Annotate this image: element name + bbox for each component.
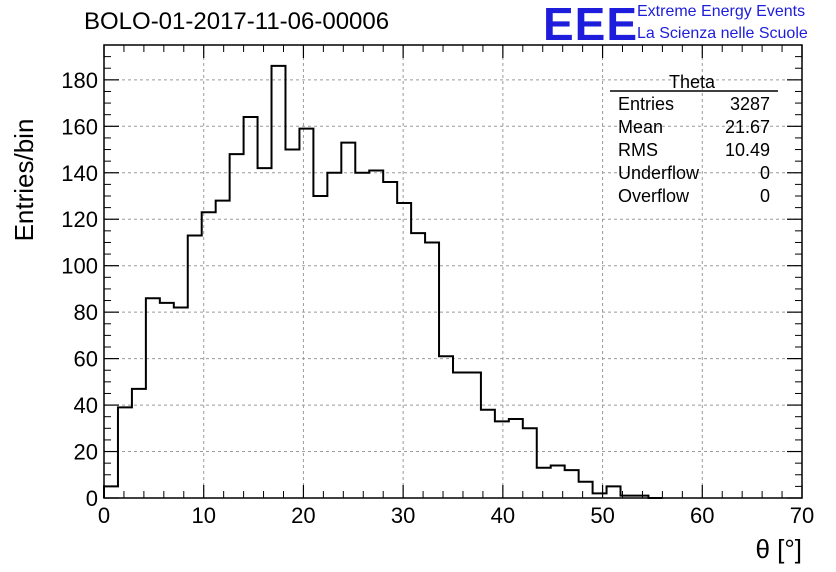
x-tick-label: 50 xyxy=(590,503,614,528)
y-tick-label: 140 xyxy=(61,161,98,186)
stats-row-value: 21.67 xyxy=(725,117,770,137)
stats-row-label: Overflow xyxy=(618,186,690,206)
x-tick-label: 10 xyxy=(191,503,215,528)
x-tick-label: 20 xyxy=(291,503,315,528)
y-tick-label: 40 xyxy=(74,393,98,418)
chart-title: BOLO-01-2017-11-06-00006 xyxy=(84,8,390,35)
y-tick-label: 80 xyxy=(74,300,98,325)
stats-row-label: Underflow xyxy=(618,163,700,183)
y-tick-label: 60 xyxy=(74,347,98,372)
y-axis-label: Entries/bin xyxy=(9,119,39,242)
stats-row-label: Entries xyxy=(618,94,674,114)
logo-line-2: La Scienza nelle Scuole xyxy=(637,25,808,42)
y-tick-label: 160 xyxy=(61,114,98,139)
eee-logo: EEE xyxy=(543,0,639,50)
y-tick-label: 100 xyxy=(61,254,98,279)
x-tick-label: 40 xyxy=(491,503,515,528)
x-tick-label: 60 xyxy=(690,503,714,528)
plot-frame xyxy=(103,44,803,499)
logo-line-1: Extreme Energy Events xyxy=(637,3,806,20)
x-axis-label: θ [°] xyxy=(755,534,802,564)
stats-box: Theta Entries 3287 Mean 21.67 RMS 10.49 Underf… xyxy=(610,72,778,206)
stats-row-value: 0 xyxy=(760,163,770,183)
y-tick-label: 180 xyxy=(61,68,98,93)
stats-row-label: RMS xyxy=(618,140,658,160)
grid-lines xyxy=(104,45,802,498)
tick-labels: 0 10 20 30 40 50 60 70 0 20 40 60 80 100 120 140 160 180 xyxy=(61,68,814,528)
x-tick-label: 30 xyxy=(391,503,415,528)
histogram-series xyxy=(103,64,663,499)
stats-row-value: 3287 xyxy=(730,94,770,114)
x-tick-label: 70 xyxy=(790,503,814,528)
y-tick-label: 120 xyxy=(61,207,98,232)
y-tick-label: 0 xyxy=(86,486,98,511)
axis-ticks xyxy=(103,44,803,499)
stats-box-title: Theta xyxy=(669,72,716,92)
x-tick-label: 0 xyxy=(98,503,110,528)
y-tick-label: 20 xyxy=(74,440,98,465)
stats-row-value: 10.49 xyxy=(725,140,770,160)
stats-row-value: 0 xyxy=(760,186,770,206)
stats-row-label: Mean xyxy=(618,117,663,137)
